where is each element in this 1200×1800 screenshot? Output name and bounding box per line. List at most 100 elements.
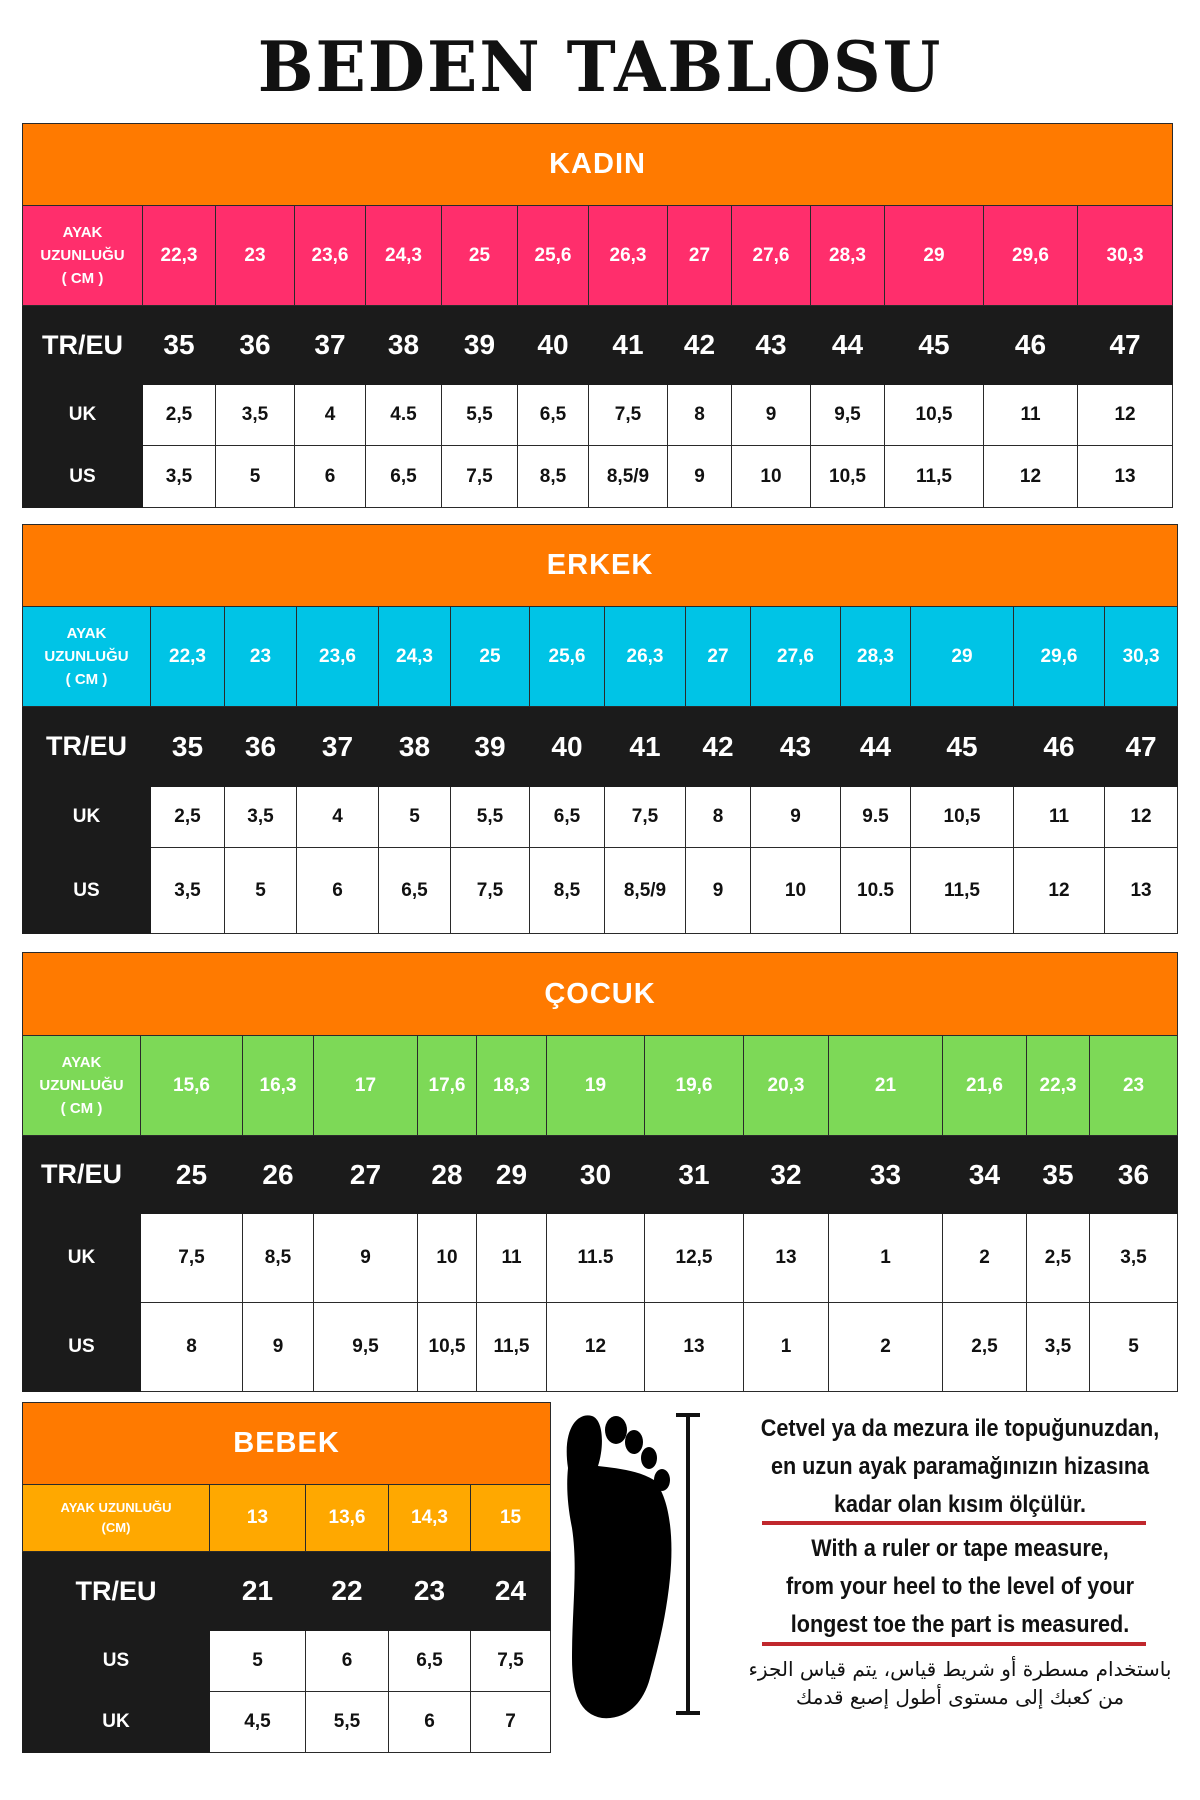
row-label-uk: UK bbox=[22, 1213, 141, 1303]
us-size-cell: 12 bbox=[983, 445, 1078, 508]
us-size-cell: 8,5 bbox=[517, 445, 589, 508]
foot-length-cell: 28,3 bbox=[840, 606, 911, 707]
us-size-cell: 9 bbox=[242, 1302, 314, 1392]
uk-size-cell: 9.5 bbox=[840, 786, 911, 848]
eu-size-cell: 27 bbox=[313, 1135, 418, 1214]
us-size-cell: 1 bbox=[743, 1302, 829, 1392]
us-size-cell: 6 bbox=[305, 1630, 389, 1692]
us-size-cell: 9,5 bbox=[313, 1302, 418, 1392]
eu-size-cell: 32 bbox=[743, 1135, 829, 1214]
uk-size-cell: 3,5 bbox=[224, 786, 297, 848]
eu-size-cell: 24 bbox=[469, 1551, 552, 1631]
uk-size-cell: 2,5 bbox=[150, 786, 225, 848]
row-label-foot-length: AYAK UZUNLUĞU( CM ) bbox=[22, 606, 151, 707]
eu-size-cell: 26 bbox=[242, 1135, 314, 1214]
eu-size-cell: 35 bbox=[150, 706, 225, 787]
us-size-cell: 10 bbox=[731, 445, 811, 508]
foot-length-cell: 27,6 bbox=[750, 606, 841, 707]
foot-length-cell: 29,6 bbox=[1013, 606, 1105, 707]
size-table-bebek: BEBEK AYAK UZUNLUĞU (CM) 13 13,6 14,3 15 TR/EU 2… bbox=[21, 1402, 552, 1753]
uk-size-cell: 5,5 bbox=[305, 1691, 389, 1753]
foot-length-cell: 15 bbox=[469, 1484, 552, 1552]
eu-size-cell: 31 bbox=[644, 1135, 744, 1214]
ruler-icon bbox=[676, 1413, 700, 1715]
uk-size-cell: 2 bbox=[942, 1213, 1027, 1303]
section-title: BEBEK bbox=[21, 1402, 552, 1485]
us-size-cell: 10.5 bbox=[840, 847, 911, 934]
us-size-cell: 7,5 bbox=[469, 1630, 552, 1692]
foot-length-cell: 27 bbox=[667, 205, 732, 306]
us-size-cell: 7,5 bbox=[441, 445, 518, 508]
eu-size-cell: 25 bbox=[140, 1135, 243, 1214]
us-size-cell: 6 bbox=[296, 847, 379, 934]
us-size-cell: 5 bbox=[224, 847, 297, 934]
eu-size-cell: 35 bbox=[1026, 1135, 1090, 1214]
eu-size-cell: 37 bbox=[296, 706, 379, 787]
foot-length-cell: 23 bbox=[1088, 1035, 1179, 1136]
eu-size-cell: 43 bbox=[750, 706, 841, 787]
eu-size-cell: 23 bbox=[388, 1551, 471, 1631]
eu-size-cell: 36 bbox=[215, 305, 295, 385]
foot-length-cell: 13 bbox=[209, 1484, 306, 1552]
foot-length-cell: 22,3 bbox=[1026, 1035, 1090, 1136]
row-label-us: US bbox=[22, 1630, 210, 1692]
eu-size-cell: 46 bbox=[983, 305, 1078, 385]
uk-size-cell: 6,5 bbox=[517, 384, 589, 446]
eu-size-cell: 40 bbox=[517, 305, 589, 385]
eu-size-cell: 41 bbox=[588, 305, 668, 385]
us-size-cell: 10 bbox=[750, 847, 841, 934]
us-size-cell: 8 bbox=[140, 1302, 243, 1392]
eu-size-cell: 42 bbox=[685, 706, 751, 787]
us-size-cell: 11,5 bbox=[910, 847, 1014, 934]
eu-size-cell: 42 bbox=[667, 305, 732, 385]
uk-size-cell: 2,5 bbox=[1026, 1213, 1090, 1303]
us-size-cell: 6 bbox=[294, 445, 366, 508]
row-label-us: US bbox=[22, 847, 151, 934]
us-size-cell: 6,5 bbox=[365, 445, 442, 508]
divider bbox=[762, 1521, 1146, 1525]
foot-length-cell: 29 bbox=[910, 606, 1014, 707]
eu-size-cell: 46 bbox=[1013, 706, 1105, 787]
uk-size-cell: 1 bbox=[828, 1213, 943, 1303]
foot-length-cell: 20,3 bbox=[743, 1035, 829, 1136]
uk-size-cell: 10,5 bbox=[910, 786, 1014, 848]
uk-size-cell: 12 bbox=[1076, 384, 1174, 446]
foot-length-cell: 29 bbox=[884, 205, 984, 306]
eu-size-cell: 45 bbox=[910, 706, 1014, 787]
uk-size-cell: 4.5 bbox=[365, 384, 442, 446]
row-label-foot-length: AYAK UZUNLUĞU (CM) bbox=[22, 1484, 210, 1552]
instructions-en: With a ruler or tape measure, from your h… bbox=[785, 1535, 1135, 1638]
eu-size-cell: 33 bbox=[828, 1135, 943, 1214]
us-size-cell: 2,5 bbox=[942, 1302, 1027, 1392]
eu-size-cell: 47 bbox=[1103, 706, 1179, 787]
foot-length-cell: 30,3 bbox=[1076, 205, 1174, 306]
row-label-foot-length: AYAK UZUNLUĞU( CM ) bbox=[22, 1035, 141, 1136]
section-title: KADIN bbox=[21, 123, 1174, 206]
us-size-cell: 5 bbox=[215, 445, 295, 508]
eu-size-cell: 38 bbox=[365, 305, 442, 385]
us-size-cell: 13 bbox=[1076, 445, 1174, 508]
eu-size-cell: 29 bbox=[476, 1135, 547, 1214]
eu-size-cell: 35 bbox=[142, 305, 216, 385]
eu-size-cell: 21 bbox=[209, 1551, 306, 1631]
foot-length-cell: 17,6 bbox=[417, 1035, 477, 1136]
us-size-cell: 9 bbox=[685, 847, 751, 934]
foot-length-cell: 17 bbox=[313, 1035, 418, 1136]
uk-size-cell: 7,5 bbox=[140, 1213, 243, 1303]
foot-length-cell: 29,6 bbox=[983, 205, 1078, 306]
eu-size-cell: 44 bbox=[840, 706, 911, 787]
foot-length-cell: 25,6 bbox=[529, 606, 605, 707]
size-table-erkek: ERKEK AYAK UZUNLUĞU( CM ) 22,3 23 23,6 24,3 25 2… bbox=[21, 524, 1179, 934]
row-label-tr-eu: TR/EU bbox=[22, 1551, 210, 1631]
uk-size-cell: 7 bbox=[469, 1691, 552, 1753]
eu-size-cell: 39 bbox=[441, 305, 518, 385]
foot-length-cell: 26,3 bbox=[604, 606, 686, 707]
uk-size-cell: 3,5 bbox=[1088, 1213, 1179, 1303]
foot-length-cell: 23,6 bbox=[296, 606, 379, 707]
uk-size-cell: 8,5 bbox=[242, 1213, 314, 1303]
uk-size-cell: 8 bbox=[685, 786, 751, 848]
eu-size-cell: 36 bbox=[1088, 1135, 1179, 1214]
us-size-cell: 7,5 bbox=[450, 847, 530, 934]
foot-length-cell: 21 bbox=[828, 1035, 943, 1136]
foot-length-cell: 26,3 bbox=[588, 205, 668, 306]
